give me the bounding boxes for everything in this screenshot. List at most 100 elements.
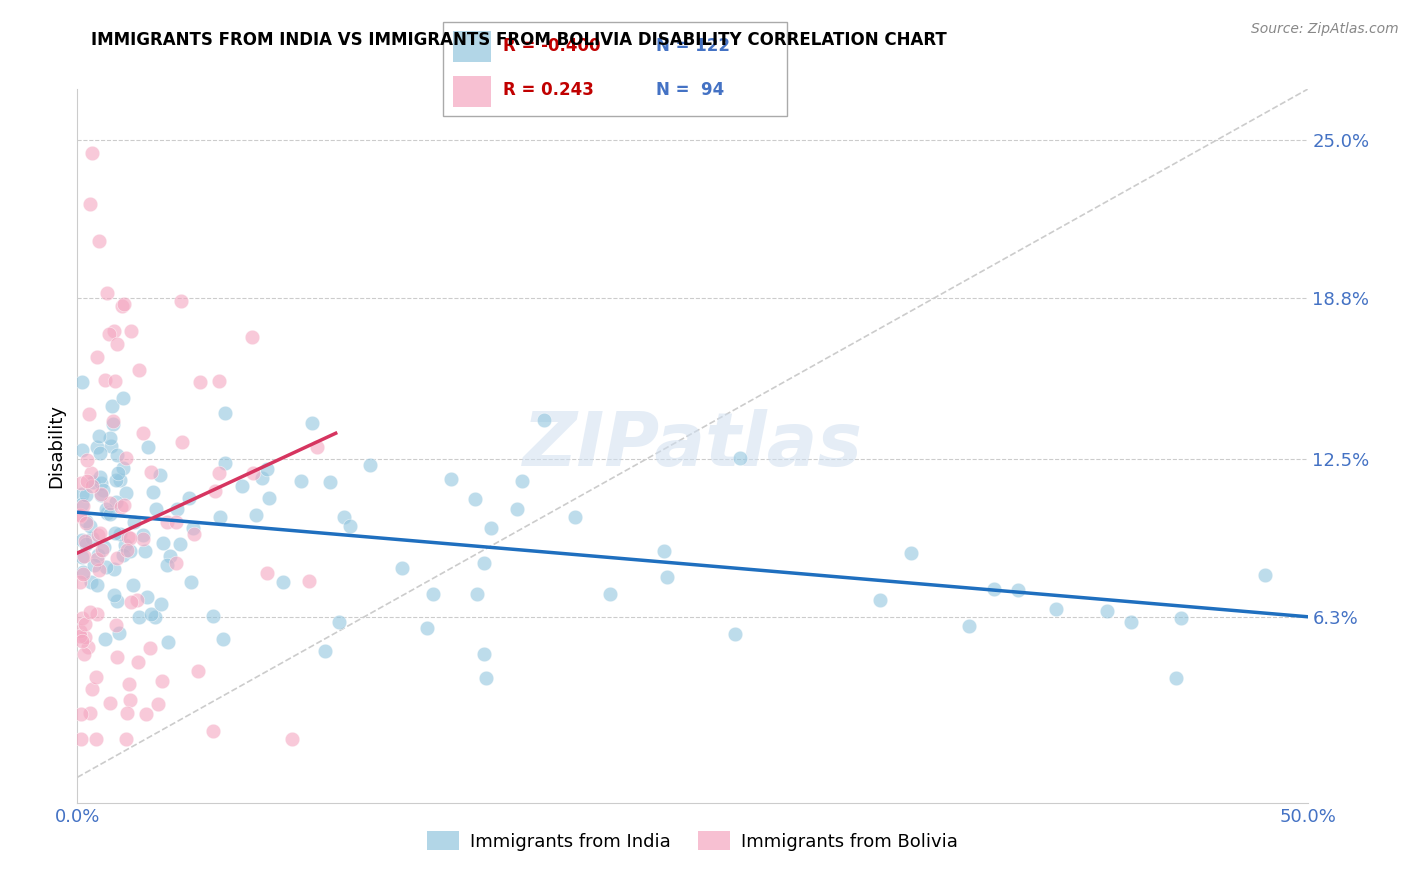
- Point: [120, 693, 142, 707]
- Point: [90, 488, 112, 502]
- Point: [156, 558, 179, 573]
- Point: [69, 508, 91, 522]
- Point: [72, 611, 94, 625]
- Point: [89, 475, 111, 490]
- Point: [599, 587, 621, 601]
- Point: [159, 549, 181, 564]
- Point: [108, 527, 131, 541]
- Point: [242, 466, 264, 480]
- Text: Source: ZipAtlas.com: Source: ZipAtlas.com: [1251, 22, 1399, 37]
- Point: [76, 475, 98, 489]
- Point: [328, 615, 350, 629]
- Point: [82, 479, 104, 493]
- Point: [91, 483, 114, 497]
- Point: [256, 461, 278, 475]
- Point: [72, 565, 94, 579]
- Point: [156, 516, 179, 530]
- Point: [86, 607, 108, 622]
- Point: [82, 682, 104, 697]
- Point: [103, 324, 125, 338]
- Point: [105, 649, 128, 664]
- Point: [94, 632, 117, 646]
- Point: [75, 514, 97, 528]
- Text: IMMIGRANTS FROM INDIA VS IMMIGRANTS FROM BOLIVIA DISABILITY CORRELATION CHART: IMMIGRANTS FROM INDIA VS IMMIGRANTS FROM…: [91, 31, 948, 49]
- Point: [1164, 671, 1187, 685]
- Point: [69, 706, 91, 721]
- Point: [564, 509, 586, 524]
- Point: [108, 625, 131, 640]
- Point: [114, 539, 136, 553]
- Point: [69, 629, 91, 643]
- Point: [188, 376, 212, 390]
- Point: [115, 543, 138, 558]
- Point: [115, 732, 138, 747]
- Point: [101, 417, 124, 432]
- Point: [108, 473, 131, 487]
- Point: [94, 560, 117, 574]
- Point: [105, 594, 128, 608]
- Point: [122, 515, 145, 529]
- Text: R = -0.400: R = -0.400: [503, 37, 600, 55]
- Point: [510, 474, 533, 488]
- Point: [100, 696, 122, 710]
- Point: [97, 326, 120, 341]
- Point: [298, 574, 321, 589]
- Point: [79, 706, 101, 720]
- Point: [422, 587, 444, 601]
- Point: [333, 510, 356, 524]
- Point: [391, 561, 413, 575]
- Point: [117, 706, 139, 720]
- Point: [86, 552, 108, 566]
- Point: [111, 460, 134, 475]
- Point: [73, 549, 96, 563]
- Point: [121, 324, 143, 338]
- Point: [112, 297, 135, 311]
- Point: [89, 470, 111, 484]
- Point: [117, 530, 139, 544]
- Point: [273, 574, 295, 589]
- Point: [96, 507, 118, 521]
- Text: ZIPatlas: ZIPatlas: [523, 409, 862, 483]
- Point: [212, 632, 235, 646]
- Legend: Immigrants from India, Immigrants from Bolivia: Immigrants from India, Immigrants from B…: [419, 824, 966, 858]
- Point: [170, 293, 193, 308]
- Point: [82, 532, 104, 546]
- Point: [149, 597, 172, 611]
- Point: [111, 299, 132, 313]
- Point: [128, 362, 150, 376]
- Point: [98, 496, 121, 510]
- Point: [250, 471, 273, 485]
- Point: [1095, 604, 1118, 618]
- Point: [165, 556, 187, 570]
- Point: [180, 574, 202, 589]
- Point: [105, 618, 128, 632]
- Point: [84, 732, 107, 747]
- Point: [900, 546, 922, 560]
- Point: [104, 374, 127, 388]
- Point: [118, 543, 141, 558]
- Point: [70, 533, 93, 547]
- Point: [319, 475, 342, 489]
- Point: [301, 416, 323, 430]
- Point: [339, 519, 361, 533]
- Point: [183, 521, 205, 535]
- Point: [103, 562, 125, 576]
- Point: [231, 478, 253, 492]
- Point: [165, 515, 187, 529]
- Point: [657, 570, 679, 584]
- Point: [93, 541, 115, 555]
- Point: [69, 509, 91, 524]
- Point: [1045, 602, 1067, 616]
- Bar: [453, 30, 491, 62]
- Point: [96, 286, 118, 301]
- Point: [104, 526, 127, 541]
- Point: [86, 350, 108, 364]
- Point: [104, 473, 127, 487]
- Point: [359, 458, 381, 472]
- Point: [82, 475, 104, 490]
- Point: [76, 640, 98, 655]
- Point: [307, 440, 329, 454]
- Point: [728, 450, 751, 465]
- Point: [111, 549, 134, 563]
- Point: [98, 507, 121, 521]
